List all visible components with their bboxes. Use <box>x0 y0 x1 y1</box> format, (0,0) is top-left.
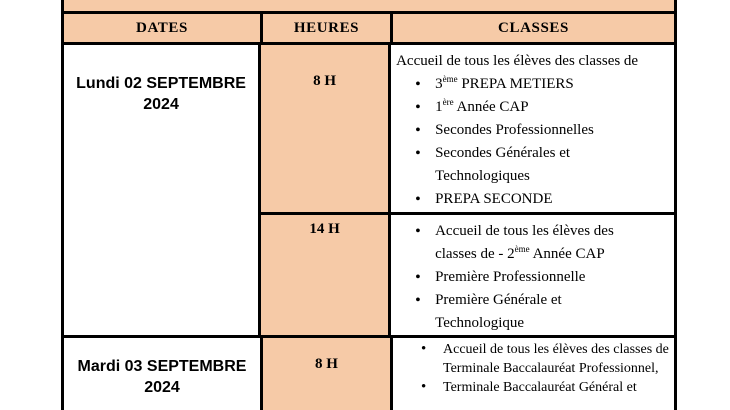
item-text: 1 <box>435 99 443 115</box>
classes-cell-8h-tuesday: Accueil de tous les élèves des classes d… <box>390 338 674 410</box>
hour-cell-8h-monday: 8 H <box>258 45 389 212</box>
row-tuesday: Mardi 03 SEPTEMBRE 2024 8 H Accueil de t… <box>64 338 674 410</box>
header-cell-classes: CLASSES <box>390 14 674 42</box>
schedule-table: DATES HEURES CLASSES Lundi 02 SEPTEMBRE … <box>61 0 677 410</box>
item-text: Première Professionnelle <box>435 269 586 285</box>
item-text: Année CAP <box>453 99 529 115</box>
header-cell-dates: DATES <box>64 14 260 42</box>
classes-intro: Accueil de tous les élèves des classes d… <box>396 53 639 69</box>
date-cell-monday: Lundi 02 SEPTEMBRE 2024 <box>64 45 258 335</box>
classes-cell-14h-monday: Accueil de tous les élèves des classes d… <box>388 215 672 335</box>
date-cell-tuesday: Mardi 03 SEPTEMBRE 2024 <box>64 338 260 410</box>
item-text: Première Générale et Technologique <box>435 292 562 331</box>
item-sup: ème <box>442 74 458 84</box>
list-item: Accueil de tous les élèves des classes d… <box>397 340 674 378</box>
list-item: PREPA SECONDE <box>395 188 670 211</box>
classes-list-8h-tuesday: Accueil de tous les élèves des classes d… <box>397 340 674 397</box>
date-line2: 2024 <box>143 96 179 113</box>
header-row: DATES HEURES CLASSES <box>64 14 674 45</box>
timeslot-14h-monday: 14 H Accueil de tous les élèves des clas… <box>258 212 674 335</box>
item-text: Secondes Professionnelles <box>435 122 594 138</box>
item-text: PREPA SECONDE <box>435 191 553 207</box>
item-text: Année CAP <box>529 246 605 262</box>
list-item: 3ème PREPA METIERS <box>395 73 670 96</box>
date-line1: Lundi 02 SEPTEMBRE <box>76 75 246 92</box>
item-text: Accueil de tous les élèves des classes d… <box>435 223 614 262</box>
list-item: Accueil de tous les élèves des classes d… <box>395 220 670 266</box>
list-item: 1ère Année CAP <box>395 96 670 119</box>
list-item: Secondes Générales et Technologiques <box>395 142 670 188</box>
header-cell-heures: HEURES <box>260 14 390 42</box>
monday-timeslots: 8 H Accueil de tous les élèves des class… <box>258 45 674 335</box>
classes-list-14h-monday: Accueil de tous les élèves des classes d… <box>395 220 670 335</box>
item-sup: ère <box>442 97 454 107</box>
item-sup: ème <box>514 244 530 254</box>
item-text: PREPA METIERS <box>457 76 574 92</box>
classes-list-8h-monday: 3ème PREPA METIERS 1ère Année CAP Second… <box>395 73 670 211</box>
row-monday: Lundi 02 SEPTEMBRE 2024 8 H Accueil de t… <box>64 45 674 338</box>
classes-cell-8h-monday: Accueil de tous les élèves des classes d… <box>388 45 672 212</box>
timeslot-8h-monday: 8 H Accueil de tous les élèves des class… <box>258 45 674 212</box>
list-item: Secondes Professionnelles <box>395 119 670 142</box>
item-text: 3 <box>435 76 443 92</box>
item-text: Terminale Baccalauréat Général et <box>443 380 637 395</box>
hour-cell-14h-monday: 14 H <box>258 215 389 335</box>
item-text: Accueil de tous les élèves des classes d… <box>443 342 669 376</box>
list-item: Première Générale et Technologique <box>395 289 670 335</box>
date-line1: Mardi 03 SEPTEMBRE <box>77 358 247 375</box>
date-line2: 2024 <box>144 379 180 396</box>
title-row-partial <box>64 0 674 14</box>
hour-cell-8h-tuesday: 8 H <box>260 338 390 410</box>
list-item: Première Professionnelle <box>395 266 670 289</box>
item-text: Secondes Générales et Technologiques <box>435 145 571 184</box>
list-item: Terminale Baccalauréat Général et <box>397 378 674 397</box>
